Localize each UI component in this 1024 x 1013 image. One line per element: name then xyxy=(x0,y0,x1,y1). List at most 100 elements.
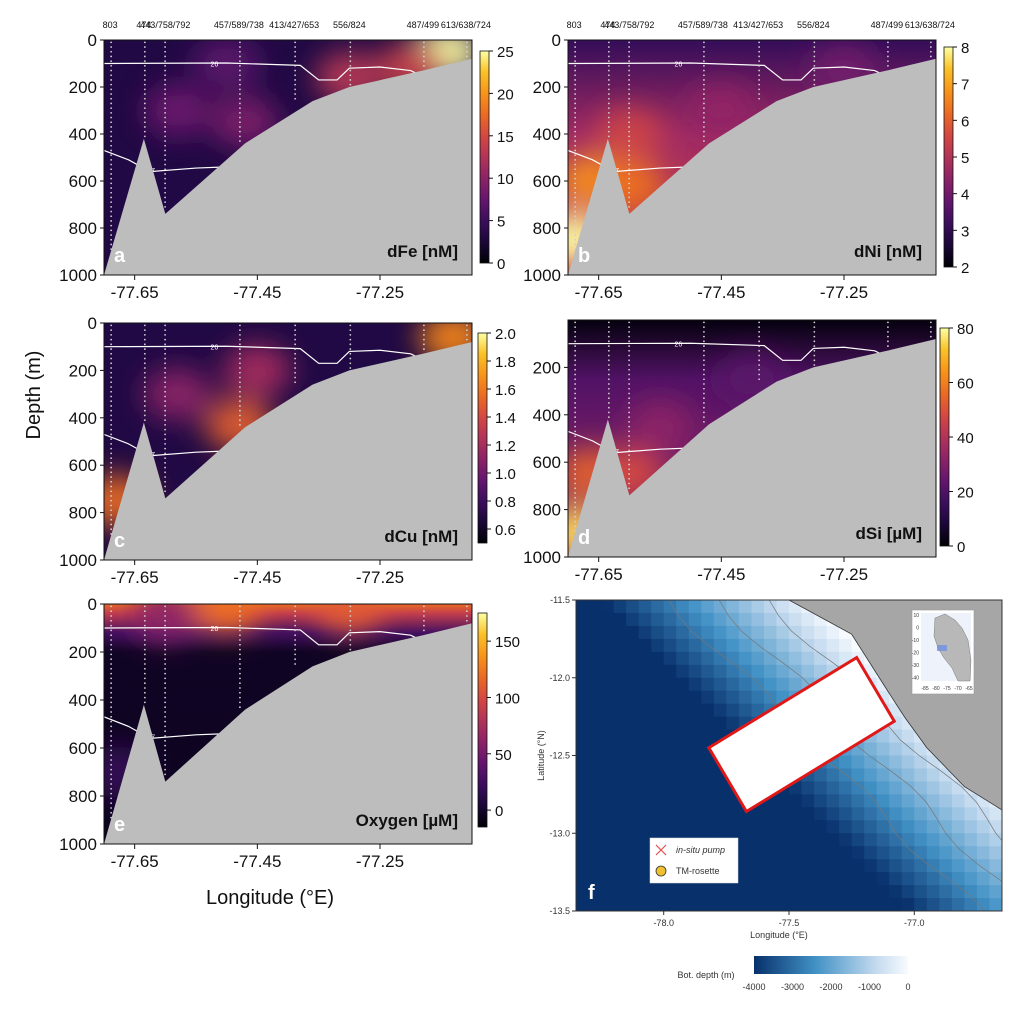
sample-dot xyxy=(349,83,352,86)
sample-dot xyxy=(628,154,631,157)
sample-dot xyxy=(703,121,705,124)
y-axis-title: Depth (m) xyxy=(23,351,45,440)
bathymetry-cell xyxy=(626,820,640,834)
sample-dot xyxy=(607,69,610,72)
bathymetry-cell xyxy=(576,638,590,653)
bathymetry-cell xyxy=(864,885,878,899)
bathymetry-cell xyxy=(688,781,702,795)
panel-d: 267-77.65-77.45-77.252004006008001000dSi… xyxy=(523,319,974,584)
sample-dot xyxy=(758,83,761,86)
station-label: 487/499 xyxy=(871,20,904,30)
sample-dot xyxy=(143,83,146,86)
sample-dot xyxy=(574,210,577,213)
sample-dot xyxy=(349,615,352,617)
bathymetry-cell xyxy=(901,898,915,911)
y-tick-label: 800 xyxy=(69,787,97,806)
sample-dot xyxy=(628,449,631,452)
sample-dot xyxy=(164,357,167,360)
hotspot xyxy=(131,604,200,642)
sample-dot xyxy=(239,414,241,417)
bathymetry-cell xyxy=(839,898,853,911)
colorbar-tick-label: 0 xyxy=(495,803,503,820)
sample-dot xyxy=(703,41,705,44)
variable-label: dFe [nM] xyxy=(387,242,458,261)
station-label: 474 xyxy=(600,20,615,30)
station-label: 613/638/724 xyxy=(441,20,491,30)
bathymetry-cell xyxy=(889,807,903,821)
sample-dot xyxy=(110,362,113,365)
bathymetry-cell xyxy=(588,898,602,911)
sample-dot xyxy=(349,50,352,53)
bathymetry-cell xyxy=(576,781,590,795)
y-tick-label: 400 xyxy=(69,125,97,144)
sample-dot xyxy=(239,395,241,398)
bathymetry-cell xyxy=(951,781,965,795)
sample-dot xyxy=(110,658,113,661)
sample-dot xyxy=(887,326,889,329)
sample-dot xyxy=(349,55,352,58)
sample-dot xyxy=(574,321,577,324)
colorbar-tick-label: 0 xyxy=(497,256,505,273)
bathymetry-cell xyxy=(964,898,978,911)
sample-dot xyxy=(143,419,146,422)
sample-dot xyxy=(628,368,631,371)
bathymetry-cell xyxy=(801,833,815,847)
bathymetry-cell xyxy=(776,885,790,899)
sample-dot xyxy=(239,677,241,680)
bathymetry-cell xyxy=(951,898,965,911)
colorbar xyxy=(943,46,954,268)
bathymetry-cell xyxy=(839,820,853,834)
bathymetry-cell xyxy=(914,820,928,834)
bathymetry-cell xyxy=(676,898,690,911)
sample-dot xyxy=(143,69,146,72)
colorbar-tick-label: 7 xyxy=(961,77,969,94)
sample-dot xyxy=(423,343,425,346)
panel-b: 267-77.65-77.45-77.250200400600800100080… xyxy=(523,20,969,302)
sample-dot xyxy=(110,168,113,171)
bathymetry-cell xyxy=(814,807,828,821)
sample-dot xyxy=(110,329,113,332)
sample-dot xyxy=(574,201,577,204)
bathymetry-cell xyxy=(701,651,715,666)
bathymetry-cell xyxy=(939,794,953,808)
sample-dot xyxy=(574,477,577,480)
bathymetry-cell xyxy=(601,664,615,679)
bathymetry-cell xyxy=(601,703,615,718)
bathymetry-cell xyxy=(613,703,627,718)
seafloor xyxy=(568,58,936,275)
sample-dot xyxy=(239,343,241,346)
bathymetry-cell xyxy=(638,781,652,795)
sample-dot xyxy=(143,619,146,622)
sample-dot xyxy=(143,376,146,379)
sample-dot xyxy=(294,376,297,379)
sample-dot xyxy=(574,520,577,523)
sample-dot xyxy=(607,83,610,86)
sample-dot xyxy=(294,653,297,656)
sample-dot xyxy=(294,50,297,53)
bathymetry-cell xyxy=(839,755,853,769)
sample-dot xyxy=(703,354,705,357)
sample-dot xyxy=(143,79,146,81)
bathymetry-cell xyxy=(651,729,665,744)
sample-dot xyxy=(164,759,167,761)
sample-dot xyxy=(143,615,146,617)
bathymetry-cell xyxy=(851,898,865,911)
sample-dot xyxy=(239,687,241,689)
bathymetry-cell xyxy=(814,664,828,679)
bathymetry-cell xyxy=(801,612,815,627)
bathymetry-cell xyxy=(763,859,777,873)
sample-dot xyxy=(164,720,167,723)
sample-dot xyxy=(164,768,167,771)
bathymetry-cell xyxy=(713,820,727,834)
bathymetry-cell xyxy=(688,600,702,614)
depth-colorbar-tick-label: 0 xyxy=(905,982,910,992)
sample-dot xyxy=(703,421,705,423)
bathymetry-cell xyxy=(676,755,690,769)
bathymetry-cell xyxy=(588,781,602,795)
bathymetry-cell xyxy=(726,625,740,640)
sample-dot xyxy=(294,333,297,336)
bathymetry-cell xyxy=(738,885,752,899)
y-tick-label: 0 xyxy=(88,595,97,614)
sample-dot xyxy=(294,605,297,608)
